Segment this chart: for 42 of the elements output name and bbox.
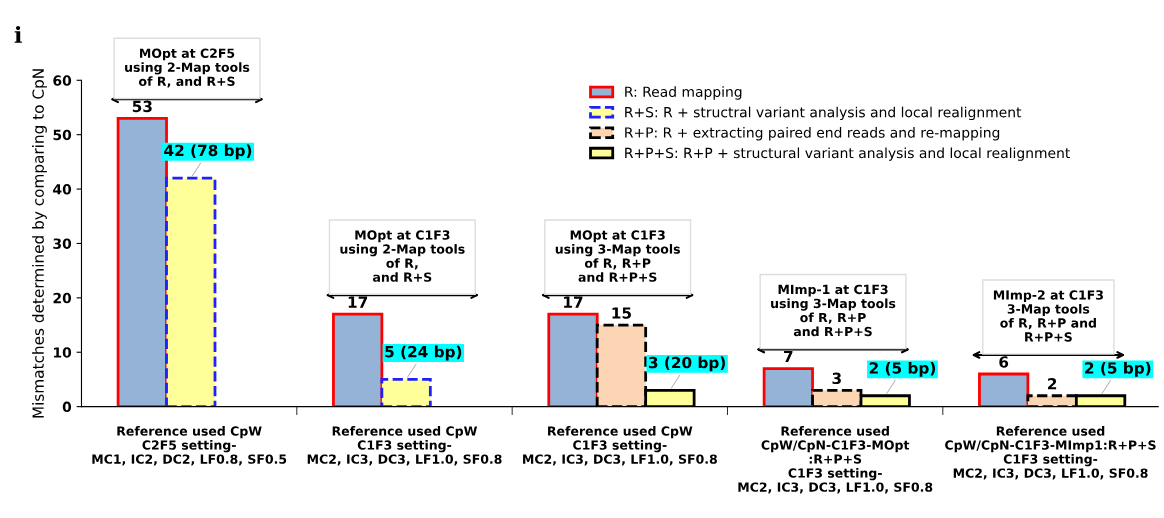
bar bbox=[165, 176, 217, 407]
data-label: 2 (5 bp) bbox=[869, 361, 936, 377]
y-tick-label: 60 bbox=[53, 75, 72, 86]
annotation: MImp-1 at C1F3 using 3-Map tools of R, R+P and R+P+S bbox=[771, 284, 896, 337]
data-label: 53 bbox=[132, 100, 152, 113]
data-label: 2 (5 bp) bbox=[1085, 361, 1151, 377]
text: i bbox=[14, 25, 22, 43]
data-label: 3 (20 bp) bbox=[648, 356, 725, 372]
data-label: 7 bbox=[784, 350, 793, 363]
x-tick-label: Reference used CpW C2F5 setting- MC1, IC2, DC2, LF0.8, SF0.5 bbox=[92, 426, 287, 466]
annotation: MOpt at C2F5 using 2-Map tools of R, and R+S bbox=[125, 48, 250, 88]
annotation: MOpt at C1F3 using 2-Map tools of R, and R+S bbox=[340, 230, 465, 282]
data-label: 6 bbox=[999, 356, 1009, 368]
bar bbox=[547, 312, 599, 407]
annotation: MOpt at C1F3 using 3-Map tools of R, R+P and R+P+S bbox=[555, 230, 680, 282]
y-tick-label: 10 bbox=[54, 347, 72, 358]
y-axis-title: Mismatches determined by comparing to CpN bbox=[32, 69, 47, 418]
y-tick-label: 40 bbox=[53, 184, 72, 195]
data-label: 17 bbox=[348, 296, 368, 308]
data-label: 42 (78 bp) bbox=[164, 144, 252, 160]
y-tick-label: 30 bbox=[53, 238, 72, 249]
data-label: 15 bbox=[612, 307, 632, 319]
y-tick-label: 50 bbox=[53, 129, 72, 141]
x-tick-label: Reference used CpW C1F3 setting- MC2, IC3, DC3, LF1.0, SF0.8 bbox=[523, 426, 717, 466]
x-tick-label: Reference used CpW/CpN-C1F3-MImp1:R+P+S C1F3 setting- MC2, IC3, DC3, LF1.0, SF0.8 bbox=[945, 426, 1156, 480]
legend-label: R+S: R + structral variant analysis and local realignment bbox=[625, 106, 1022, 121]
legend-label: R+P+S: R+P + structural variant analysis and local realignment bbox=[625, 147, 1070, 161]
bar bbox=[762, 367, 814, 407]
bar bbox=[380, 378, 432, 407]
legend-label: R+P: R + extracting paired end reads and re-mapping bbox=[625, 127, 1000, 141]
bar bbox=[978, 372, 1030, 407]
data-label: 5 (24 bp) bbox=[385, 345, 462, 361]
legend-label: R: Read mapping bbox=[625, 86, 742, 100]
y-tick-label: 20 bbox=[53, 292, 72, 304]
data-label: 17 bbox=[564, 296, 583, 308]
data-label: 3 bbox=[832, 372, 841, 385]
x-tick-label: Reference used CpW C1F3 setting- MC2, IC3, DC3, LF1.0, SF0.8 bbox=[307, 426, 502, 466]
data-label: 2 bbox=[1048, 377, 1057, 390]
x-tick-label: Reference used CpW/CpN-C1F3-MOpt :R+P+S C1F3 setting- MC2, IC3, DC3, LF1.0, SF0.8 bbox=[738, 426, 933, 494]
annotation: MImp-2 at C1F3 3-Map tools of R, R+P and R+P+S bbox=[993, 290, 1103, 342]
y-tick-label: 0 bbox=[62, 401, 72, 413]
bar bbox=[332, 312, 384, 407]
